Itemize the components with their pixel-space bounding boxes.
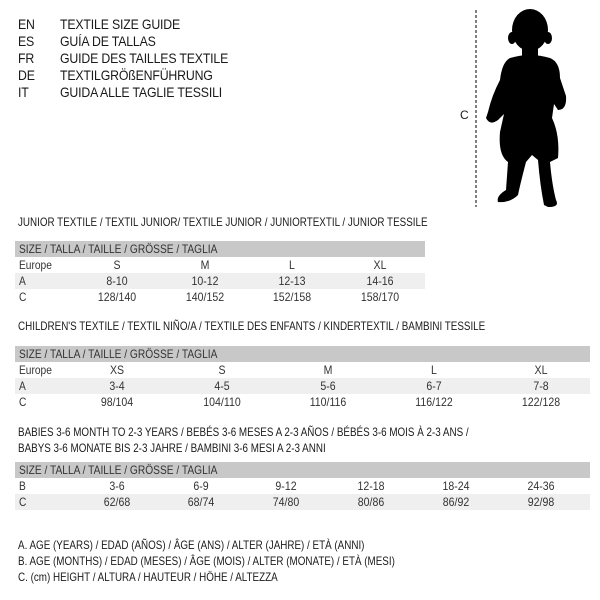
table-row: C 98/104 104/110 110/116 116/122 122/128 — [15, 394, 590, 410]
row-label: B — [19, 479, 26, 493]
table-cell: XS — [109, 363, 125, 377]
table-cell: L — [431, 363, 437, 377]
table-cell: M — [200, 258, 210, 272]
table-cell: L — [289, 258, 295, 272]
table-cell: 6-7 — [426, 379, 442, 393]
table-row: B 3-6 6-9 9-12 12-18 18-24 24-36 — [15, 478, 590, 494]
table-cell: 86/92 — [442, 495, 470, 509]
table-cell: 6-9 — [193, 479, 209, 493]
table-cell: 110/116 — [309, 395, 347, 409]
row-label: C — [19, 495, 27, 509]
row-label: Europe — [19, 363, 52, 377]
children-title: CHILDREN'S TEXTILE / TEXTIL NIÑO/A / TEX… — [18, 319, 486, 333]
table-cell: S — [218, 363, 226, 377]
lang-code: DE — [18, 67, 35, 83]
table-cell: 68/74 — [187, 495, 215, 509]
lang-code: EN — [18, 16, 35, 32]
lang-title: TEXTILGRÖßENFÜHRUNG — [60, 67, 213, 83]
table-cell: 122/128 — [521, 395, 561, 409]
lang-code: ES — [18, 33, 35, 49]
row-label: Europe — [19, 258, 52, 272]
table-cell: 18-24 — [442, 479, 470, 493]
table-cell: 10-12 — [191, 274, 219, 288]
lang-title: TEXTILE SIZE GUIDE — [60, 16, 181, 32]
table-row: Europe S M L XL — [15, 257, 425, 273]
table-cell: M — [323, 363, 333, 377]
row-label: C — [19, 395, 27, 409]
child-silhouette-icon — [475, 9, 567, 207]
babies-title-line1: BABIES 3-6 MONTH TO 2-3 YEARS / BEBÉS 3-… — [18, 425, 469, 439]
table-cell: 12-18 — [357, 479, 385, 493]
lang-title: GUIDE DES TAILLES TEXTILE — [60, 50, 229, 66]
table-cell: 128/140 — [97, 290, 137, 304]
table-cell: 4-5 — [214, 379, 230, 393]
table-row: Europe XS S M L XL — [15, 362, 590, 378]
table-cell: 116/122 — [415, 395, 453, 409]
table-cell: 12-13 — [278, 274, 306, 288]
row-label: C — [19, 290, 27, 304]
table-cell: 3-4 — [109, 379, 125, 393]
table-cell: 74/80 — [272, 495, 300, 509]
lang-code: IT — [18, 84, 29, 100]
table-row: A 8-10 10-12 12-13 14-16 — [15, 273, 425, 289]
table-cell: S — [113, 258, 121, 272]
row-label: A — [19, 274, 26, 288]
table-row: A 3-4 4-5 5-6 6-7 7-8 — [15, 378, 590, 394]
table-cell: 158/170 — [360, 290, 400, 304]
height-measure-label: C — [460, 108, 469, 122]
table-row: C 62/68 68/74 74/80 80/86 86/92 92/98 — [15, 494, 590, 510]
size-header: SIZE / TALLA / TAILLE / GRÖSSE / TAGLIA — [15, 462, 590, 478]
table-cell: 104/110 — [203, 395, 241, 409]
table-cell: 7-8 — [533, 379, 549, 393]
table-cell: 98/104 — [100, 395, 134, 409]
table-cell: 80/86 — [357, 495, 385, 509]
row-label: A — [19, 379, 26, 393]
table-cell: 92/98 — [527, 495, 555, 509]
lang-code: FR — [18, 50, 35, 66]
size-header-label: SIZE / TALLA / TAILLE / GRÖSSE / TAGLIA — [19, 347, 218, 361]
table-cell: 62/68 — [103, 495, 131, 509]
table-cell: 5-6 — [320, 379, 336, 393]
legend-c: C. (cm) HEIGHT / ALTURA / HAUTEUR / HÖHE… — [18, 570, 278, 584]
table-cell: 8-10 — [106, 274, 128, 288]
table-cell: 152/158 — [272, 290, 312, 304]
babies-title-line2: BABYS 3-6 MONATE BIS 2-3 JAHRE / BAMBINI… — [18, 441, 326, 455]
table-cell: 140/152 — [185, 290, 225, 304]
table-cell: XL — [373, 258, 387, 272]
table-cell: 3-6 — [109, 479, 125, 493]
size-header: SIZE / TALLA / TAILLE / GRÖSSE / TAGLIA — [15, 241, 425, 257]
table-row: C 128/140 140/152 152/158 158/170 — [15, 289, 425, 305]
table-cell: 9-12 — [275, 479, 297, 493]
table-cell: XL — [534, 363, 548, 377]
junior-title: JUNIOR TEXTILE / TEXTIL JUNIOR/ TEXTILE … — [18, 215, 428, 229]
lang-title: GUÍA DE TALLAS — [60, 33, 156, 49]
legend-a: A. AGE (YEARS) / EDAD (AÑOS) / ÂGE (ANS)… — [18, 538, 365, 552]
size-header: SIZE / TALLA / TAILLE / GRÖSSE / TAGLIA — [15, 346, 590, 362]
size-header-label: SIZE / TALLA / TAILLE / GRÖSSE / TAGLIA — [19, 463, 218, 477]
lang-title: GUIDA ALLE TAGLIE TESSILI — [60, 84, 223, 100]
size-header-label: SIZE / TALLA / TAILLE / GRÖSSE / TAGLIA — [19, 242, 218, 256]
table-cell: 14-16 — [366, 274, 394, 288]
legend-b: B. AGE (MONTHS) / EDAD (MESES) / ÂGE (MO… — [18, 554, 395, 568]
table-cell: 24-36 — [527, 479, 555, 493]
